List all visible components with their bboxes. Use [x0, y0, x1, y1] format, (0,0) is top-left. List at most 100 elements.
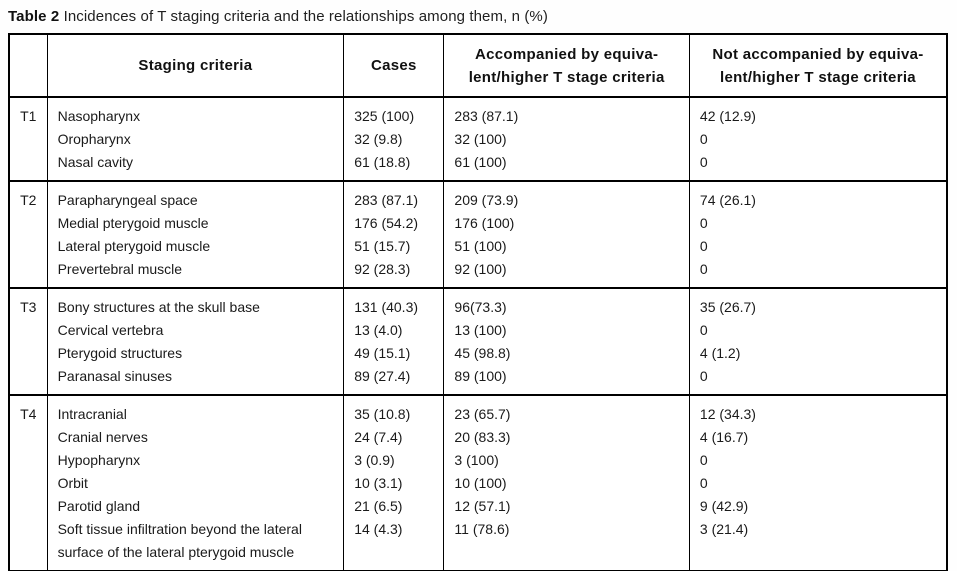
cell-not-accompanied: 74 (26.1) — [688, 181, 948, 212]
cell-cases: 131 (40.3) — [343, 288, 445, 319]
table-row: Hypopharynx 3 (0.9) 3 (100) 0 — [9, 449, 948, 472]
table-row: Paranasal sinuses 89 (27.4) 89 (100) 0 — [9, 365, 948, 395]
cell-criteria: Oropharynx — [46, 128, 345, 151]
cell-cases: 13 (4.0) — [343, 319, 445, 342]
cell-not-accompanied: 0 — [688, 449, 948, 472]
cell-not-accompanied: 0 — [688, 319, 948, 342]
cell-criteria: Orbit — [46, 472, 345, 495]
cell-not-accompanied: 0 — [688, 472, 948, 495]
cell-criteria: Nasopharynx — [46, 97, 345, 128]
cell-criteria: Parapharyngeal space — [46, 181, 345, 212]
header-staging-criteria: Staging criteria — [46, 33, 345, 98]
table-caption: Table 2 Incidences of T staging criteria… — [8, 7, 957, 27]
table-row: Orbit 10 (3.1) 10 (100) 0 — [9, 472, 948, 495]
cell-accompanied: 92 (100) — [443, 258, 690, 288]
cell-cases: 32 (9.8) — [343, 128, 445, 151]
cell-accompanied: 209 (73.9) — [443, 181, 690, 212]
stage-label: T1 — [8, 97, 48, 181]
stage-label: T4 — [8, 395, 48, 571]
table-row: Oropharynx 32 (9.8) 32 (100) 0 — [9, 128, 948, 151]
cell-cases: 51 (15.7) — [343, 235, 445, 258]
cell-cases: 24 (7.4) — [343, 426, 445, 449]
cell-not-accompanied: 42 (12.9) — [688, 97, 948, 128]
group-T1: T1 Nasopharynx 325 (100) 283 (87.1) 42 (… — [8, 97, 948, 181]
cell-accompanied: 61 (100) — [443, 151, 690, 181]
cell-cases: 325 (100) — [343, 97, 445, 128]
table-caption-text: Incidences of T staging criteria and the… — [63, 8, 548, 25]
table-row: Medial pterygoid muscle 176 (54.2) 176 (… — [9, 212, 948, 235]
table-row: Pterygoid structures 49 (15.1) 45 (98.8)… — [9, 342, 948, 365]
cell-cases: 10 (3.1) — [343, 472, 445, 495]
cell-criteria: Hypopharynx — [46, 449, 345, 472]
t-staging-table: Staging criteria Cases Accompanied by eq… — [8, 33, 948, 571]
header-not-accompanied-line1: Not accompanied by equiva- — [712, 45, 924, 63]
table-row: T2 Parapharyngeal space 283 (87.1) 209 (… — [8, 181, 948, 288]
table-row: T3 Bony structures at the skull base 131… — [8, 288, 948, 395]
table-row: Parotid gland 21 (6.5) 12 (57.1) 9 (42.9… — [9, 495, 948, 518]
table-caption-label: Table 2 — [8, 8, 60, 25]
cell-criteria: Bony structures at the skull base — [46, 288, 345, 319]
cell-not-accompanied: 0 — [688, 151, 948, 181]
header-not-accompanied: Not accompanied by equiva- lent/higher T… — [688, 33, 948, 98]
cell-accompanied: 283 (87.1) — [443, 97, 690, 128]
header-accompanied: Accompanied by equiva- lent/higher T sta… — [443, 33, 690, 98]
cell-accompanied: 13 (100) — [443, 319, 690, 342]
cell-cases: 35 (10.8) — [343, 395, 445, 426]
cell-accompanied: 10 (100) — [443, 472, 690, 495]
cell-not-accompanied: 9 (42.9) — [688, 495, 948, 518]
cell-accompanied: 20 (83.3) — [443, 426, 690, 449]
cell-not-accompanied: 0 — [688, 212, 948, 235]
cell-accompanied: 89 (100) — [443, 365, 690, 395]
header-not-accompanied-line2: lent/higher T stage criteria — [719, 68, 916, 86]
cell-not-accompanied: 4 (1.2) — [688, 342, 948, 365]
cell-cases: 61 (18.8) — [343, 151, 445, 181]
table-row: T4 Intracranial 35 (10.8) 23 (65.7) 12 (… — [8, 395, 948, 571]
cell-not-accompanied: 3 (21.4) — [688, 518, 948, 571]
cell-accompanied: 96(73.3) — [443, 288, 690, 319]
cell-cases: 283 (87.1) — [343, 181, 445, 212]
stage-label: T3 — [8, 288, 48, 395]
cell-criteria: Soft tissue infiltration beyond the late… — [46, 518, 345, 571]
cell-criteria: Medial pterygoid muscle — [46, 212, 345, 235]
stage-label: T2 — [8, 181, 48, 288]
cell-criteria: Intracranial — [46, 395, 345, 426]
cell-criteria: Parotid gland — [46, 495, 345, 518]
cell-cases: 21 (6.5) — [343, 495, 445, 518]
cell-criteria: Lateral pterygoid muscle — [46, 235, 345, 258]
cell-accompanied: 3 (100) — [443, 449, 690, 472]
table-row: Cranial nerves 24 (7.4) 20 (83.3) 4 (16.… — [9, 426, 948, 449]
header-accompanied-line2: lent/higher T stage criteria — [468, 68, 665, 86]
cell-not-accompanied: 4 (16.7) — [688, 426, 948, 449]
group-T3: T3 Bony structures at the skull base 131… — [8, 288, 948, 395]
table-row: Lateral pterygoid muscle 51 (15.7) 51 (1… — [9, 235, 948, 258]
cell-criteria: Prevertebral muscle — [46, 258, 345, 288]
group-T4: T4 Intracranial 35 (10.8) 23 (65.7) 12 (… — [8, 395, 948, 571]
cell-accompanied: 45 (98.8) — [443, 342, 690, 365]
cell-not-accompanied: 0 — [688, 128, 948, 151]
table-row: T1 Nasopharynx 325 (100) 283 (87.1) 42 (… — [8, 97, 948, 181]
cell-criteria: Cranial nerves — [46, 426, 345, 449]
cell-not-accompanied: 12 (34.3) — [688, 395, 948, 426]
cell-cases: 3 (0.9) — [343, 449, 445, 472]
table-row: Cervical vertebra 13 (4.0) 13 (100) 0 — [9, 319, 948, 342]
cell-accompanied: 23 (65.7) — [443, 395, 690, 426]
header-accompanied-line1: Accompanied by equiva- — [475, 45, 659, 63]
group-T2: T2 Parapharyngeal space 283 (87.1) 209 (… — [8, 181, 948, 288]
cell-not-accompanied: 0 — [688, 258, 948, 288]
cell-cases: 92 (28.3) — [343, 258, 445, 288]
cell-accompanied: 11 (78.6) — [443, 518, 690, 571]
cell-cases: 14 (4.3) — [343, 518, 445, 571]
cell-cases: 176 (54.2) — [343, 212, 445, 235]
cell-not-accompanied: 0 — [688, 365, 948, 395]
cell-criteria: Nasal cavity — [46, 151, 345, 181]
cell-criteria: Pterygoid structures — [46, 342, 345, 365]
cell-criteria: Cervical vertebra — [46, 319, 345, 342]
cell-cases: 49 (15.1) — [343, 342, 445, 365]
cell-accompanied: 176 (100) — [443, 212, 690, 235]
header-cases: Cases — [343, 33, 445, 98]
table-row: Soft tissue infiltration beyond the late… — [9, 518, 948, 571]
cell-accompanied: 51 (100) — [443, 235, 690, 258]
cell-accompanied: 12 (57.1) — [443, 495, 690, 518]
cell-not-accompanied: 35 (26.7) — [688, 288, 948, 319]
